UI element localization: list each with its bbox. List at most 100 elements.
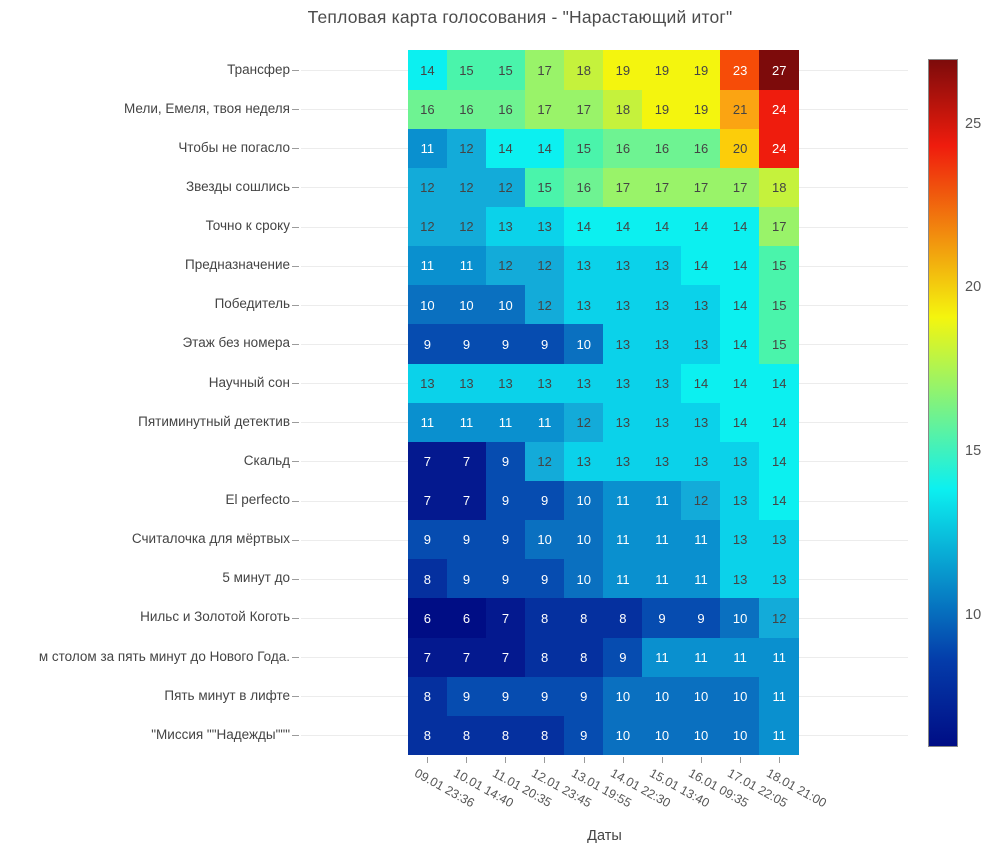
heatmap-cell[interactable]: 13 — [681, 441, 721, 482]
heatmap-cell[interactable]: 13 — [524, 207, 565, 247]
heatmap-cell[interactable]: 8 — [524, 598, 565, 639]
heatmap-cell[interactable]: 13 — [642, 441, 682, 482]
heatmap-cell[interactable]: 11 — [446, 246, 487, 286]
heatmap-cell[interactable]: 9 — [407, 520, 448, 560]
heatmap-cell[interactable]: 9 — [446, 559, 487, 599]
heatmap-cell[interactable]: 7 — [485, 637, 526, 678]
heatmap-cell[interactable]: 17 — [603, 167, 643, 208]
heatmap-cell[interactable]: 9 — [524, 480, 565, 521]
heatmap-cell[interactable]: 19 — [681, 50, 721, 91]
heatmap-cell[interactable]: 9 — [524, 676, 565, 717]
heatmap-cell[interactable]: 10 — [681, 676, 721, 717]
heatmap-cell[interactable]: 8 — [407, 676, 448, 717]
heatmap-cell[interactable]: 13 — [642, 402, 682, 443]
heatmap-cell[interactable]: 10 — [563, 324, 604, 365]
heatmap-cell[interactable]: 8 — [563, 637, 604, 678]
heatmap-cell[interactable]: 13 — [603, 363, 643, 404]
heatmap-cell[interactable]: 15 — [759, 324, 800, 365]
heatmap-cell[interactable]: 14 — [720, 246, 760, 286]
heatmap-cell[interactable]: 14 — [720, 402, 760, 443]
heatmap-cell[interactable]: 12 — [759, 598, 800, 639]
heatmap-cell[interactable]: 13 — [603, 441, 643, 482]
heatmap-cell[interactable]: 8 — [524, 715, 565, 756]
heatmap-cell[interactable]: 6 — [446, 598, 487, 639]
heatmap-cell[interactable]: 9 — [563, 715, 604, 756]
heatmap-cell[interactable]: 12 — [681, 480, 721, 521]
heatmap-cell[interactable]: 21 — [720, 89, 760, 130]
heatmap-cell[interactable]: 10 — [485, 285, 526, 325]
heatmap-cell[interactable]: 16 — [407, 89, 448, 130]
heatmap-cell[interactable]: 19 — [642, 50, 682, 91]
heatmap-cell[interactable]: 9 — [446, 324, 487, 365]
heatmap-cell[interactable]: 13 — [642, 246, 682, 286]
heatmap-cell[interactable]: 14 — [563, 207, 604, 247]
heatmap-cell[interactable]: 20 — [720, 128, 760, 169]
heatmap-cell[interactable]: 14 — [681, 363, 721, 404]
heatmap-cell[interactable]: 14 — [720, 207, 760, 247]
heatmap-cell[interactable]: 11 — [603, 559, 643, 599]
heatmap-cell[interactable]: 7 — [446, 480, 487, 521]
heatmap-cell[interactable]: 13 — [642, 285, 682, 325]
heatmap-cell[interactable]: 11 — [524, 402, 565, 443]
heatmap-cell[interactable]: 12 — [407, 207, 448, 247]
heatmap-cell[interactable]: 16 — [681, 128, 721, 169]
heatmap-cell[interactable]: 15 — [485, 50, 526, 91]
heatmap-cell[interactable]: 11 — [407, 402, 448, 443]
heatmap-cell[interactable]: 7 — [446, 637, 487, 678]
heatmap-cell[interactable]: 13 — [720, 480, 760, 521]
heatmap-cell[interactable]: 14 — [720, 324, 760, 365]
heatmap-cell[interactable]: 9 — [681, 598, 721, 639]
heatmap-cell[interactable]: 11 — [603, 480, 643, 521]
heatmap-cell[interactable]: 12 — [524, 441, 565, 482]
heatmap-cell[interactable]: 8 — [446, 715, 487, 756]
heatmap-cell[interactable]: 17 — [681, 167, 721, 208]
heatmap-cell[interactable]: 12 — [407, 167, 448, 208]
heatmap-cell[interactable]: 17 — [720, 167, 760, 208]
heatmap-cell[interactable]: 13 — [563, 285, 604, 325]
heatmap-cell[interactable]: 8 — [563, 598, 604, 639]
heatmap-cell[interactable]: 14 — [759, 363, 800, 404]
heatmap-cell[interactable]: 13 — [563, 246, 604, 286]
heatmap-cell[interactable]: 9 — [485, 520, 526, 560]
heatmap-cell[interactable]: 10 — [563, 520, 604, 560]
heatmap-cell[interactable]: 17 — [642, 167, 682, 208]
heatmap-cell[interactable]: 10 — [642, 676, 682, 717]
heatmap-cell[interactable]: 19 — [642, 89, 682, 130]
heatmap-cell[interactable]: 10 — [603, 676, 643, 717]
heatmap-cell[interactable]: 10 — [563, 559, 604, 599]
heatmap-cell[interactable]: 10 — [720, 598, 760, 639]
heatmap-cell[interactable]: 11 — [681, 559, 721, 599]
heatmap-cell[interactable]: 11 — [720, 637, 760, 678]
heatmap-cell[interactable]: 11 — [681, 637, 721, 678]
heatmap-cell[interactable]: 9 — [524, 324, 565, 365]
heatmap-cell[interactable]: 11 — [759, 637, 800, 678]
heatmap-cell[interactable]: 8 — [524, 637, 565, 678]
heatmap-cell[interactable]: 13 — [485, 207, 526, 247]
heatmap-cell[interactable]: 12 — [446, 207, 487, 247]
heatmap-cell[interactable]: 12 — [524, 246, 565, 286]
heatmap-cell[interactable]: 14 — [407, 50, 448, 91]
heatmap-cell[interactable]: 12 — [563, 402, 604, 443]
heatmap-cell[interactable]: 7 — [407, 480, 448, 521]
heatmap-cell[interactable]: 17 — [524, 50, 565, 91]
heatmap-cell[interactable]: 10 — [720, 676, 760, 717]
heatmap-cell[interactable]: 8 — [603, 598, 643, 639]
heatmap-cell[interactable]: 12 — [446, 128, 487, 169]
heatmap-cell[interactable]: 24 — [759, 89, 800, 130]
heatmap-cell[interactable]: 15 — [759, 285, 800, 325]
heatmap-cell[interactable]: 13 — [603, 324, 643, 365]
heatmap-cell[interactable]: 11 — [759, 676, 800, 717]
heatmap-cell[interactable]: 14 — [603, 207, 643, 247]
heatmap-cell[interactable]: 13 — [681, 402, 721, 443]
heatmap-cell[interactable]: 9 — [603, 637, 643, 678]
heatmap-cell[interactable]: 14 — [524, 128, 565, 169]
heatmap-cell[interactable]: 10 — [563, 480, 604, 521]
heatmap-cell[interactable]: 7 — [485, 598, 526, 639]
heatmap-cell[interactable]: 15 — [446, 50, 487, 91]
heatmap-cell[interactable]: 14 — [681, 246, 721, 286]
heatmap-cell[interactable]: 11 — [642, 559, 682, 599]
heatmap-cell[interactable]: 10 — [524, 520, 565, 560]
heatmap-cell[interactable]: 8 — [407, 715, 448, 756]
heatmap-cell[interactable]: 7 — [407, 637, 448, 678]
heatmap-cell[interactable]: 11 — [642, 520, 682, 560]
